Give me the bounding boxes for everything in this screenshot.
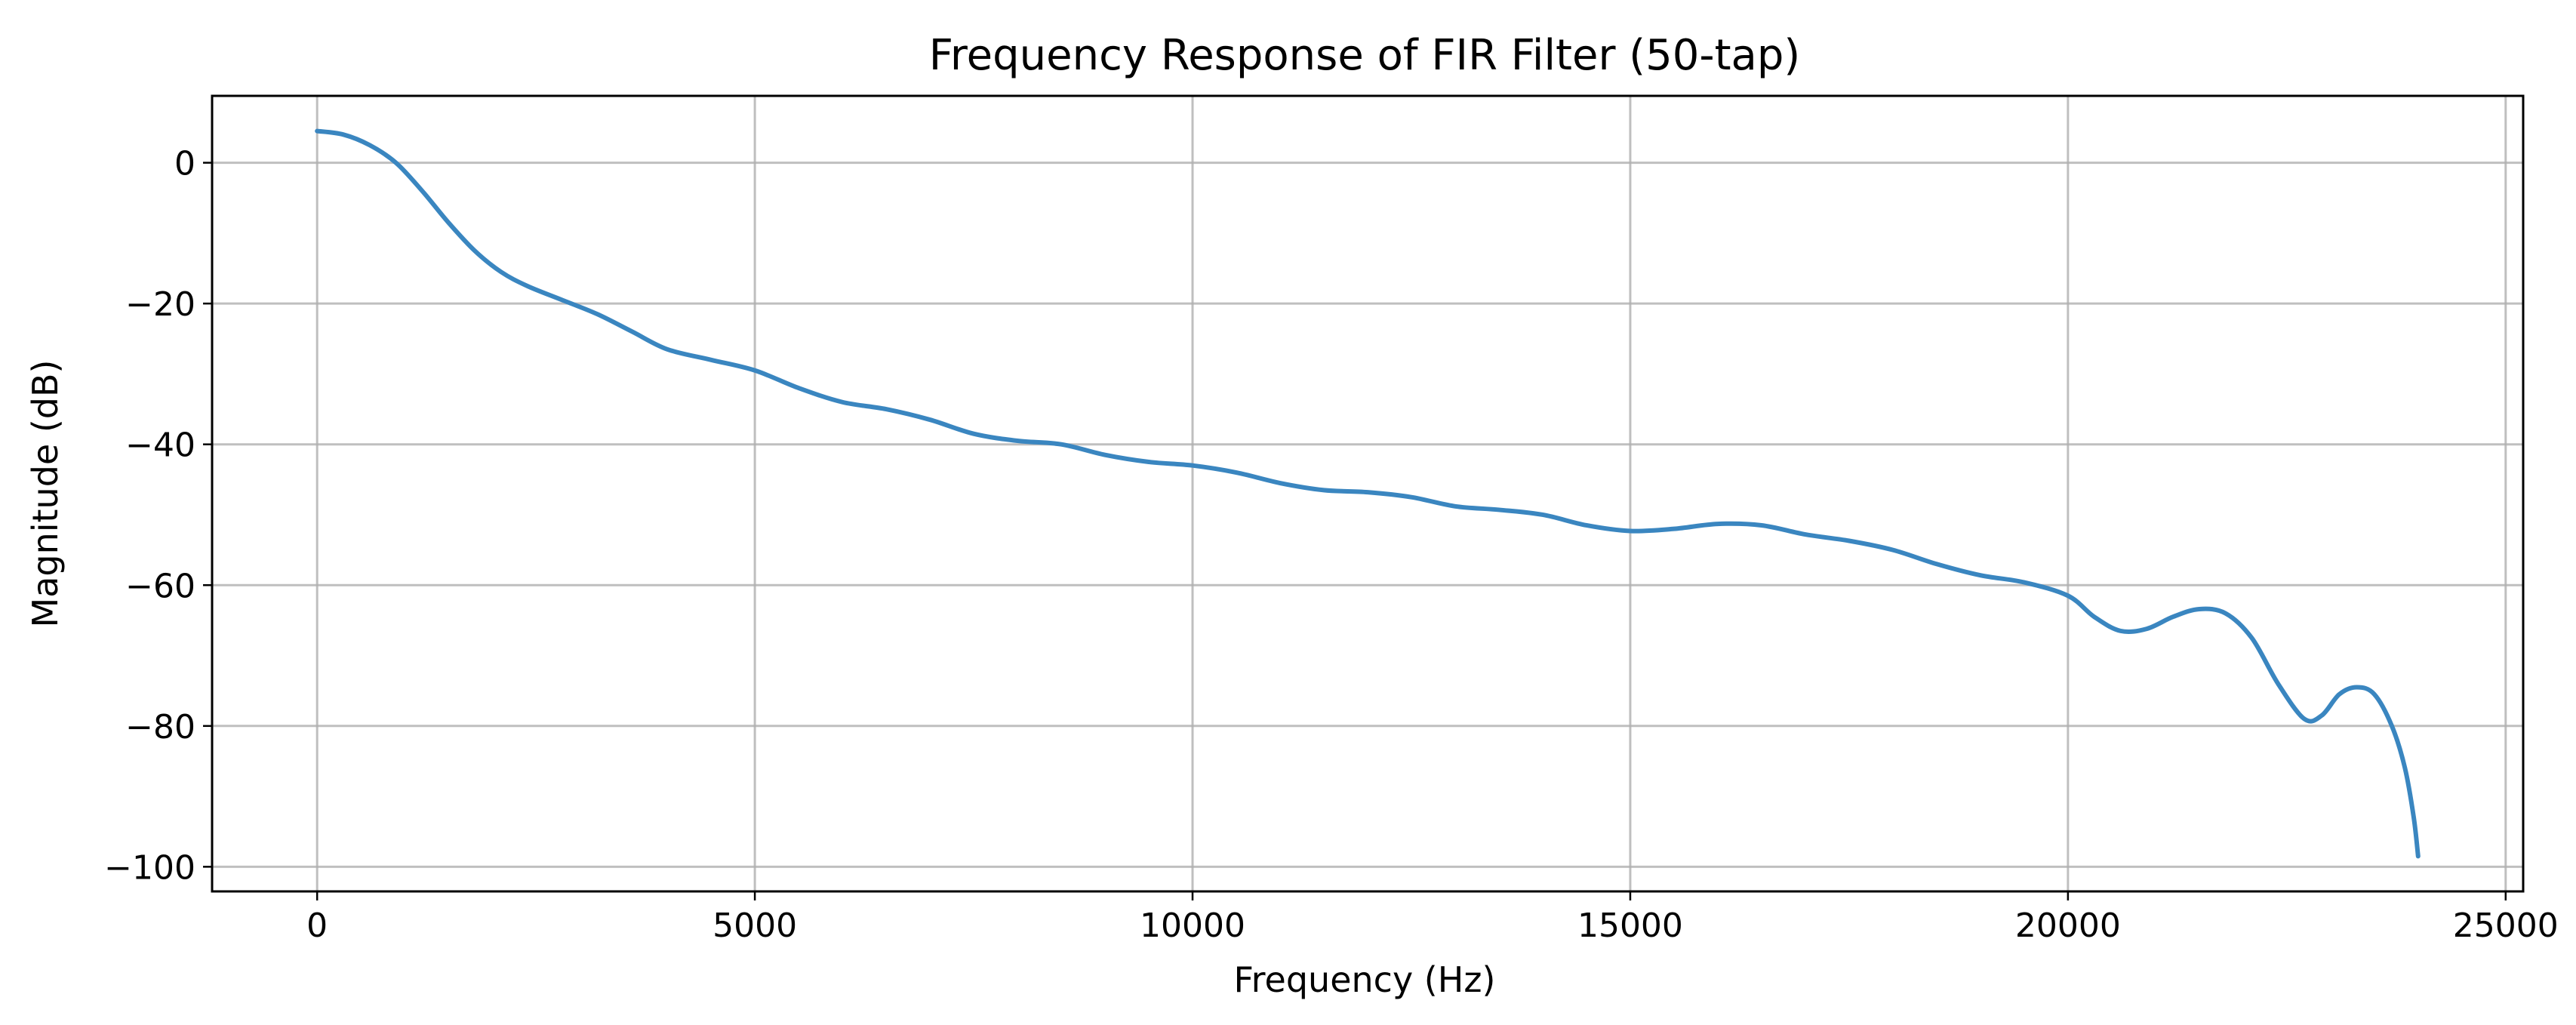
y-tick-label: −20 bbox=[125, 285, 195, 324]
series-line bbox=[315, 128, 2421, 859]
x-tick-label: 15000 bbox=[1577, 906, 1683, 945]
chart-title: Frequency Response of FIR Filter (50-tap… bbox=[929, 31, 1801, 80]
x-tick-label: 5000 bbox=[712, 906, 797, 945]
x-axis-label: Frequency (Hz) bbox=[1234, 959, 1496, 1000]
x-axis: 0 5000 10000 15000 20000 25000 bbox=[306, 891, 2559, 945]
y-tick-label: −60 bbox=[125, 567, 195, 605]
y-tick-label: −40 bbox=[125, 426, 195, 465]
x-tick-label: 10000 bbox=[1140, 906, 1245, 945]
y-tick-label: −100 bbox=[104, 848, 195, 887]
y-axis-label: Magnitude (dB) bbox=[25, 360, 66, 628]
y-tick-label: −80 bbox=[125, 708, 195, 746]
plot-frame bbox=[211, 94, 2525, 893]
plot-lines bbox=[315, 128, 2421, 859]
x-tick-label: 25000 bbox=[2453, 906, 2559, 945]
y-tick-label: 0 bbox=[174, 145, 195, 183]
y-axis: 0 −20 −40 −60 −80 −100 bbox=[104, 145, 212, 887]
x-tick-label: 0 bbox=[306, 906, 328, 945]
grid bbox=[212, 96, 2523, 891]
x-tick-label: 20000 bbox=[2015, 906, 2121, 945]
